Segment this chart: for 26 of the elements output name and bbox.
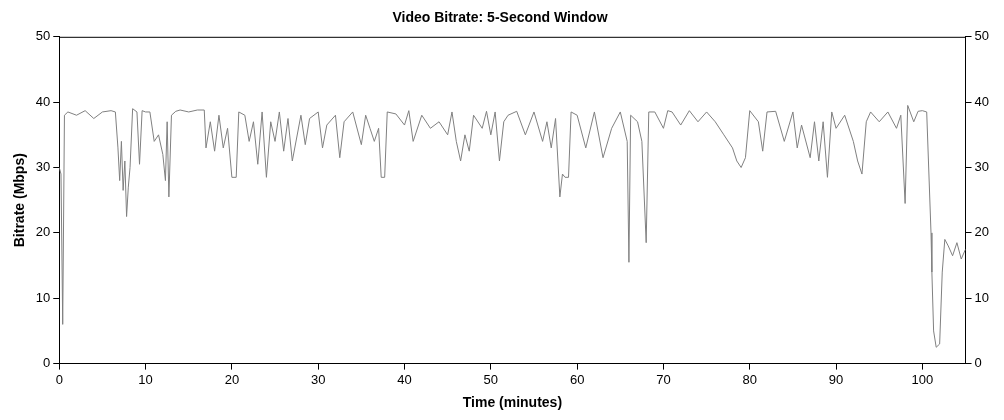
- x-tick-label: 90: [828, 371, 844, 387]
- y2-tick-label: 40: [974, 93, 990, 109]
- x-tick-label: 0: [55, 371, 63, 387]
- y2-tick-label: 20: [974, 224, 990, 240]
- y-tick-label: 30: [35, 159, 51, 175]
- y-tick-label: 40: [35, 93, 51, 109]
- x-axis-title: Time (minutes): [462, 394, 563, 411]
- y2-tick-label: 10: [974, 289, 990, 305]
- y-axis-title: Bitrate (Mbps): [11, 153, 28, 248]
- y2-tick-label: 0: [974, 355, 982, 371]
- x-tick-label: 80: [742, 371, 757, 387]
- y-tick-label: 20: [35, 224, 51, 240]
- x-tick-label: 10: [138, 371, 153, 387]
- x-tick-label: 70: [656, 371, 671, 387]
- x-tick-label: 40: [397, 371, 412, 387]
- x-tick-label: 30: [310, 371, 326, 387]
- x-tick-label: 50: [483, 371, 499, 387]
- chart-title: Video Bitrate: 5-Second Window: [392, 9, 608, 26]
- y-tick-label: 0: [43, 355, 51, 371]
- x-tick-label: 60: [569, 371, 585, 387]
- y2-tick-label: 50: [974, 28, 990, 44]
- y2-tick-label: 30: [974, 159, 990, 175]
- x-tick-label: 20: [224, 371, 240, 387]
- x-tick-label: 100: [911, 371, 934, 387]
- y-tick-label: 10: [35, 289, 51, 305]
- y-tick-label: 50: [35, 28, 51, 44]
